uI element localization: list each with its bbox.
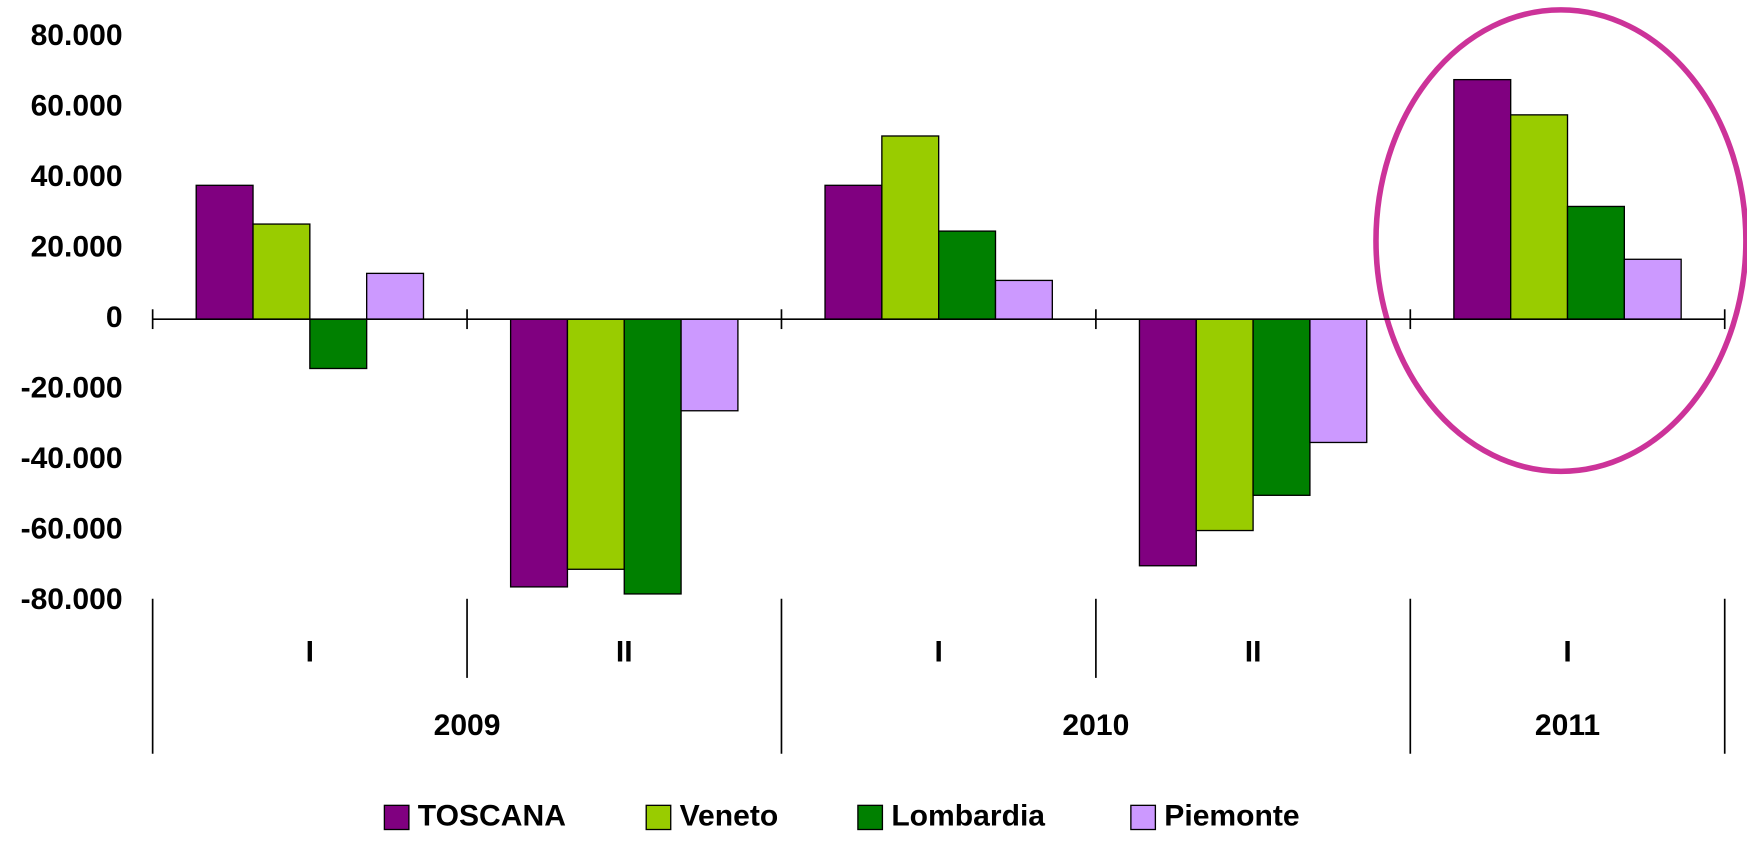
x-tick-label: I bbox=[935, 636, 943, 669]
bar bbox=[1510, 114, 1569, 320]
legend-label: Lombardia bbox=[891, 799, 1045, 832]
x-tick-label: I bbox=[1563, 636, 1571, 669]
y-tick-label: 20.000 bbox=[31, 231, 123, 264]
bar bbox=[366, 272, 425, 320]
y-tick-label: 80.000 bbox=[31, 19, 123, 52]
x-tick-label: I bbox=[306, 636, 314, 669]
x-tick-label: II bbox=[616, 636, 633, 669]
bar bbox=[881, 135, 940, 320]
legend-swatch bbox=[1130, 804, 1157, 831]
bar bbox=[994, 279, 1053, 320]
bar bbox=[1138, 318, 1197, 567]
bar bbox=[1623, 258, 1682, 320]
bar bbox=[509, 318, 569, 588]
bar bbox=[1566, 205, 1625, 320]
bar bbox=[824, 184, 883, 320]
bar bbox=[623, 318, 682, 595]
bar bbox=[566, 318, 625, 570]
y-tick-label: -20.000 bbox=[21, 372, 123, 405]
bar bbox=[309, 318, 368, 370]
highlight-ellipse bbox=[1373, 7, 1747, 475]
y-tick-label: 0 bbox=[106, 301, 123, 334]
y-tick-label: -40.000 bbox=[21, 442, 123, 475]
legend-label: Piemonte bbox=[1164, 799, 1299, 832]
legend-swatch bbox=[383, 804, 410, 831]
y-tick-label: 60.000 bbox=[31, 90, 123, 123]
x-tick-label: II bbox=[1245, 636, 1262, 669]
group-label: 2010 bbox=[1062, 709, 1129, 742]
bar bbox=[1195, 318, 1254, 532]
legend-swatch bbox=[857, 804, 884, 831]
group-label: 2011 bbox=[1535, 709, 1600, 742]
legend-swatch bbox=[645, 804, 672, 831]
bar bbox=[1252, 318, 1311, 496]
y-tick-label: -60.000 bbox=[21, 513, 123, 546]
legend-label: Veneto bbox=[680, 799, 779, 832]
bar bbox=[938, 230, 997, 320]
legend-label: TOSCANA bbox=[418, 799, 566, 832]
bar bbox=[252, 223, 311, 320]
bar bbox=[195, 184, 254, 320]
y-tick-label: -80.000 bbox=[21, 583, 123, 616]
bar bbox=[680, 318, 739, 412]
bar bbox=[1453, 78, 1512, 320]
y-tick-label: 40.000 bbox=[31, 160, 123, 193]
group-label: 2009 bbox=[434, 709, 501, 742]
bar bbox=[1309, 318, 1368, 444]
